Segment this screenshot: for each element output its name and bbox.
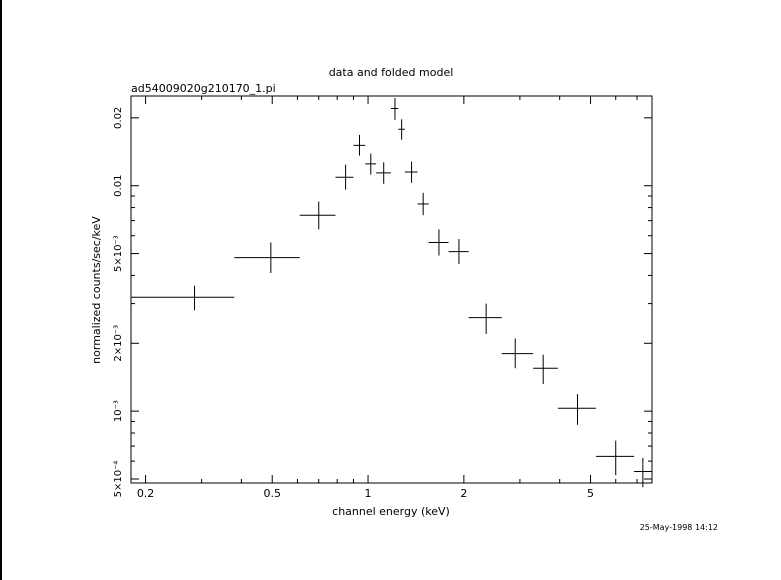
data-points (131, 97, 652, 488)
data-point (376, 162, 391, 184)
chart-title: data and folded model (329, 66, 454, 79)
data-point (557, 394, 596, 425)
data-point (595, 440, 635, 476)
data-point (417, 192, 429, 216)
x-tick-label: 0.5 (263, 487, 281, 500)
x-axis-ticks: 0.2 0.5 1 2 5 (137, 96, 638, 500)
x-tick-label: 1 (365, 487, 372, 500)
data-point (299, 201, 336, 230)
y-axis-ticks: 5×10⁻⁴ 10⁻³ 2×10⁻³ 5×10⁻³ 0.01 0.02 (113, 107, 652, 498)
data-point (428, 229, 449, 256)
data-point (533, 354, 558, 384)
y-tick-label: 0.01 (113, 175, 124, 197)
y-axis-label: normalized counts/sec/keV (90, 216, 103, 364)
plot-frame (130, 95, 653, 484)
data-point (131, 285, 235, 311)
y-tick-label: 5×10⁻³ (113, 235, 124, 272)
x-tick-label: 5 (587, 487, 594, 500)
data-point (390, 97, 399, 120)
y-tick-label: 2×10⁻³ (113, 325, 124, 362)
x-tick-label: 2 (460, 487, 467, 500)
data-point (353, 134, 366, 156)
data-point (234, 242, 300, 273)
y-tick-label: 5×10⁻⁴ (113, 461, 124, 498)
y-tick-label: 0.02 (113, 107, 124, 129)
y-tick-label: 10⁻³ (113, 400, 124, 422)
x-tick-label: 0.2 (137, 487, 155, 500)
left-border-line (0, 0, 2, 580)
timestamp: 25-May-1998 14:12 (640, 523, 718, 532)
data-point (468, 303, 502, 334)
chart-subtitle: ad54009020g210170_1.pi (131, 82, 276, 95)
data-point (501, 338, 534, 369)
x-axis-label: channel energy (keV) (332, 505, 450, 518)
data-point (365, 153, 377, 175)
data-point (634, 457, 652, 488)
data-point (448, 239, 469, 264)
data-point (404, 161, 418, 183)
data-point (398, 119, 405, 140)
data-point (335, 164, 354, 190)
